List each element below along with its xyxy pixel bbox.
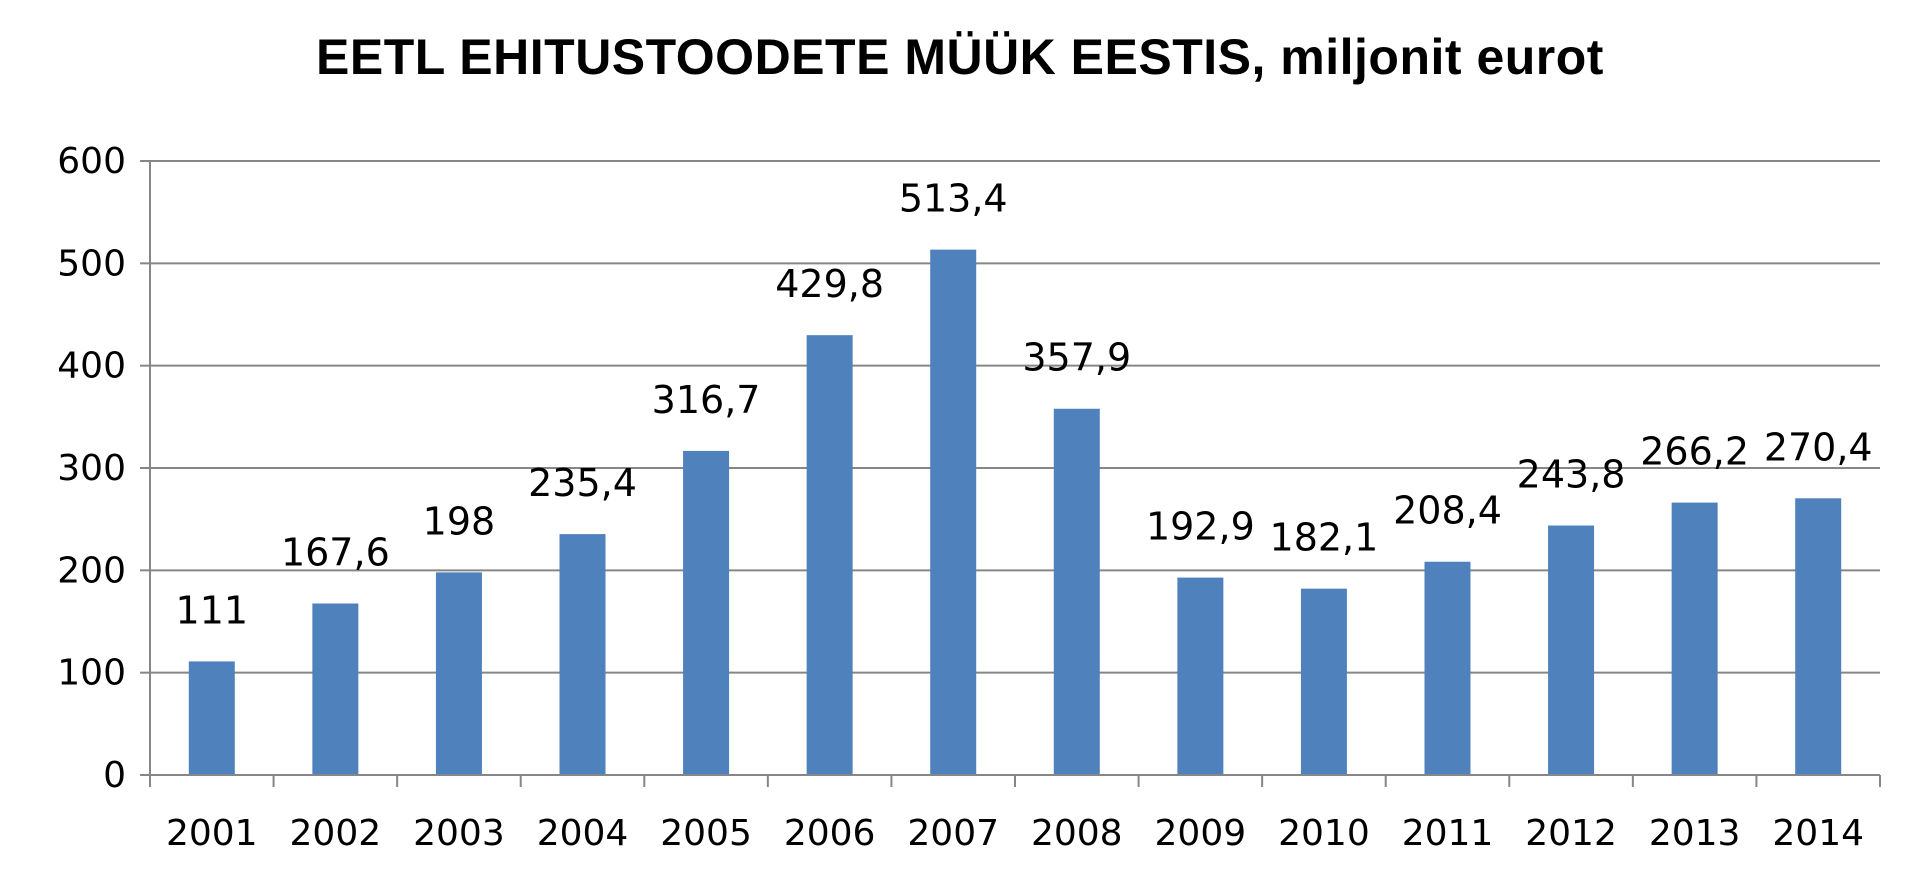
bar-2005: [683, 450, 730, 775]
y-tick-label: 0: [103, 755, 126, 796]
x-tick-label: 2002: [290, 813, 382, 854]
data-label-2003: 198: [423, 499, 496, 543]
bar-2004: [559, 534, 606, 775]
axes: [140, 160, 1881, 787]
x-tick-label: 2011: [1402, 813, 1494, 854]
x-tick-label: 2001: [166, 813, 258, 854]
x-tick-label: 2012: [1525, 813, 1617, 854]
x-tick-label: 2004: [537, 813, 629, 854]
x-tick-label: 2013: [1649, 813, 1741, 854]
data-label-2013: 266,2: [1640, 430, 1749, 474]
bar-2010: [1300, 588, 1347, 775]
x-tick-label: 2008: [1031, 813, 1123, 854]
y-tick-label: 500: [57, 243, 126, 284]
bar-2013: [1671, 502, 1718, 775]
data-label-2002: 167,6: [281, 530, 390, 574]
gridlines: [150, 160, 1880, 674]
bar-2003: [435, 572, 482, 775]
y-tick-label: 600: [57, 141, 126, 182]
x-tick-label: 2006: [784, 813, 876, 854]
y-tick-label: 300: [57, 448, 126, 489]
x-tick-label: 2010: [1278, 813, 1370, 854]
data-label-2010: 182,1: [1270, 516, 1379, 560]
data-label-2012: 243,8: [1517, 453, 1626, 497]
y-tick-label: 400: [57, 346, 126, 387]
labels: 0 100 200 300 400 500 600 111 2001 167,6 2002 198 20…: [57, 141, 1872, 854]
y-tick-label: 200: [57, 550, 126, 591]
chart-title: EETL EHITUSTOODETE MÜÜK EESTIS, miljonit…: [316, 29, 1604, 85]
data-label-2001: 111: [176, 588, 249, 632]
bar-2001: [188, 661, 235, 775]
data-label-2011: 208,4: [1393, 489, 1502, 533]
x-tick-label: 2003: [413, 813, 505, 854]
bar-2014: [1795, 498, 1842, 775]
x-tick-label: 2014: [1772, 813, 1864, 854]
y-tick-label: 100: [57, 653, 126, 694]
data-label-2005: 316,7: [652, 378, 761, 422]
x-tick-label: 2009: [1155, 813, 1247, 854]
data-label-2004: 235,4: [528, 461, 637, 505]
data-label-2006: 429,8: [775, 262, 884, 306]
x-tick-label: 2005: [660, 813, 752, 854]
data-label-2008: 357,9: [1022, 336, 1131, 380]
bar-2012: [1548, 525, 1595, 775]
bar-2009: [1177, 577, 1224, 775]
bar-2008: [1053, 408, 1100, 775]
data-label-2007: 513,4: [899, 177, 1008, 221]
bar-2002: [312, 603, 359, 775]
bar-2007: [930, 249, 977, 775]
data-label-2009: 192,9: [1146, 505, 1255, 549]
bar-2006: [806, 335, 853, 775]
x-tick-label: 2007: [907, 813, 999, 854]
bar-2011: [1424, 561, 1471, 775]
data-label-2014: 270,4: [1764, 425, 1873, 469]
bars: [188, 249, 1842, 775]
